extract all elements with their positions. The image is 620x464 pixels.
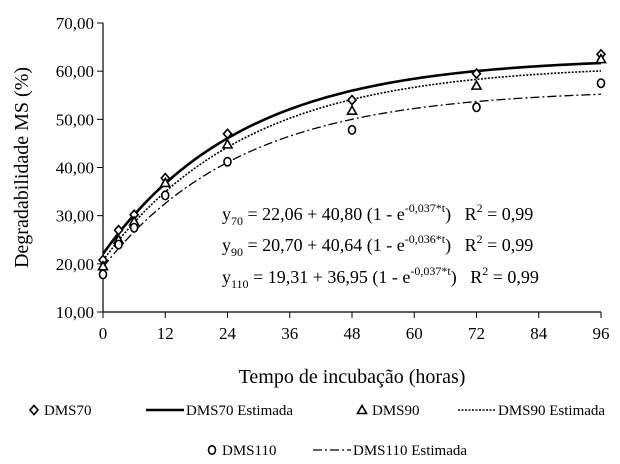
- legend-label: DMS70: [44, 403, 92, 419]
- point-dms110: [347, 124, 357, 135]
- equations: y70 = 22,06 + 40,80 (1 - e-0,037*t) R2 =…: [222, 201, 539, 291]
- point-dms110: [129, 222, 139, 233]
- legend-item-dms70-estimada: DMS70 Estimada: [146, 403, 293, 419]
- point-dms110: [160, 190, 170, 201]
- point-dms110: [596, 78, 606, 89]
- legend-item-dms110: DMS110: [207, 443, 276, 459]
- point-dms110: [98, 269, 108, 280]
- x-axis-title: Tempo de incubação (horas): [239, 366, 466, 388]
- y-tick-label: 10,00: [56, 303, 94, 322]
- point-dms110: [223, 156, 232, 167]
- legend-item-dms70: DMS70: [28, 403, 92, 419]
- point-dms110: [114, 239, 123, 250]
- x-tick-label: 96: [593, 324, 610, 343]
- legend-item-dms90: DMS90: [356, 403, 420, 419]
- x-tick-label: 60: [406, 324, 423, 343]
- y-tick-label: 20,00: [56, 255, 94, 274]
- y-tick-label: 30,00: [56, 207, 94, 226]
- y-axis-title: Degradabilidade MS (%): [11, 67, 33, 268]
- legend-marker: [356, 403, 368, 415]
- axes: 0 12 24 36 48 60 72 84 96 10,00 20,00 30,00 40,00 50,…: [56, 14, 610, 343]
- x-tick-label: 72: [468, 324, 485, 343]
- legend-label: DMS110 Estimada: [353, 443, 467, 459]
- y-tick-label: 40,00: [56, 159, 94, 178]
- point-dms110: [472, 102, 481, 113]
- x-tick-label: 36: [281, 324, 298, 343]
- legend-label: DMS90: [372, 403, 420, 419]
- x-tick-label: 0: [99, 324, 108, 343]
- legend-item-dms110-estimada: DMS110 Estimada: [313, 443, 467, 459]
- legend-marker: [28, 404, 40, 416]
- legend-marker: [207, 444, 217, 455]
- legend-label: DMS90 Estimada: [498, 403, 605, 419]
- curve-dms90-estimada: [102, 70, 602, 261]
- legend-label: DMS70 Estimada: [186, 403, 293, 419]
- point-dms70: [346, 94, 358, 106]
- point-dms90: [470, 79, 483, 90]
- point-dms90: [346, 104, 358, 115]
- y-tick-label: 50,00: [56, 110, 94, 129]
- legend-label: DMS110: [222, 443, 276, 459]
- y-tick-label: 60,00: [56, 62, 94, 81]
- x-tick-label: 12: [157, 324, 174, 343]
- curve-dms70-estimada: [101, 61, 602, 255]
- point-dms90: [159, 176, 172, 188]
- equation-70: y70 = 22,06 + 40,80 (1 - e-0,037*t) R2 =…: [222, 201, 533, 228]
- x-tick-label: 24: [219, 324, 237, 343]
- point-dms70: [471, 67, 482, 80]
- legend: DMS70 DMS70 Estimada DMS90 DMS90 Estimada DM…: [28, 403, 605, 459]
- fitted-curves: [101, 61, 602, 268]
- y-tick-label: 70,00: [56, 14, 94, 33]
- data-points: [97, 48, 607, 280]
- equation-90: y90 = 20,70 + 40,64 (1 - e-0,036*t) R2 =…: [222, 232, 533, 259]
- point-dms90: [595, 52, 607, 64]
- equation-110: y110 = 19,31 + 36,95 (1 - e-0,037*t) R2 …: [222, 264, 539, 291]
- legend-item-dms90-estimada: DMS90 Estimada: [458, 403, 605, 419]
- curve-dms110-estimada: [102, 93, 602, 268]
- x-tick-label: 84: [530, 324, 548, 343]
- point-dms90: [221, 138, 234, 149]
- point-dms70: [113, 224, 124, 236]
- x-tick-label: 48: [344, 324, 361, 343]
